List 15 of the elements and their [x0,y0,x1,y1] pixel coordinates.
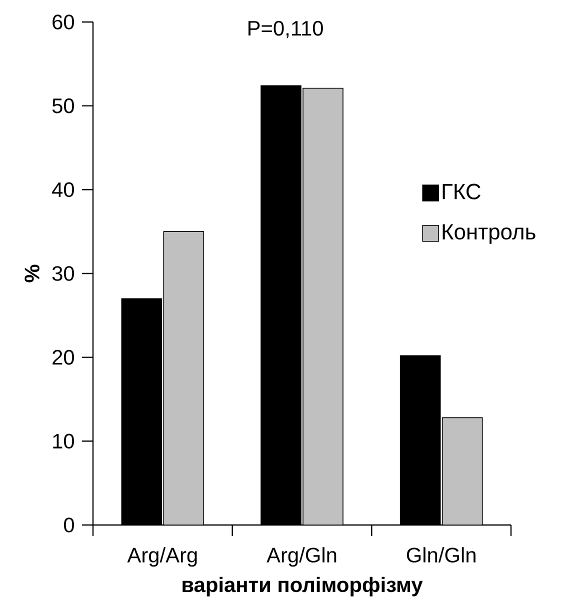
y-tick-label: 30 [52,266,74,281]
x-tick-label: Arg/Gln [266,547,336,567]
x-axis-title: варіанти поліморфізму [182,576,423,596]
y-tick-label: 10 [53,434,74,449]
legend-label: Контроль [442,224,536,244]
x-tick-label: Gln/Gln [406,547,476,563]
y-axis-title: % [24,264,40,282]
y-tick-label: 20 [52,350,74,365]
annotation: P=0,110 [248,20,323,38]
legend-label: ГКС [442,184,480,200]
y-tick-label: 60 [52,14,74,30]
x-tick-label: Arg/Arg [127,547,197,567]
y-tick-label: 40 [52,182,74,198]
y-tick-label: 50 [52,98,74,114]
y-tick-label: 0 [64,518,74,532]
